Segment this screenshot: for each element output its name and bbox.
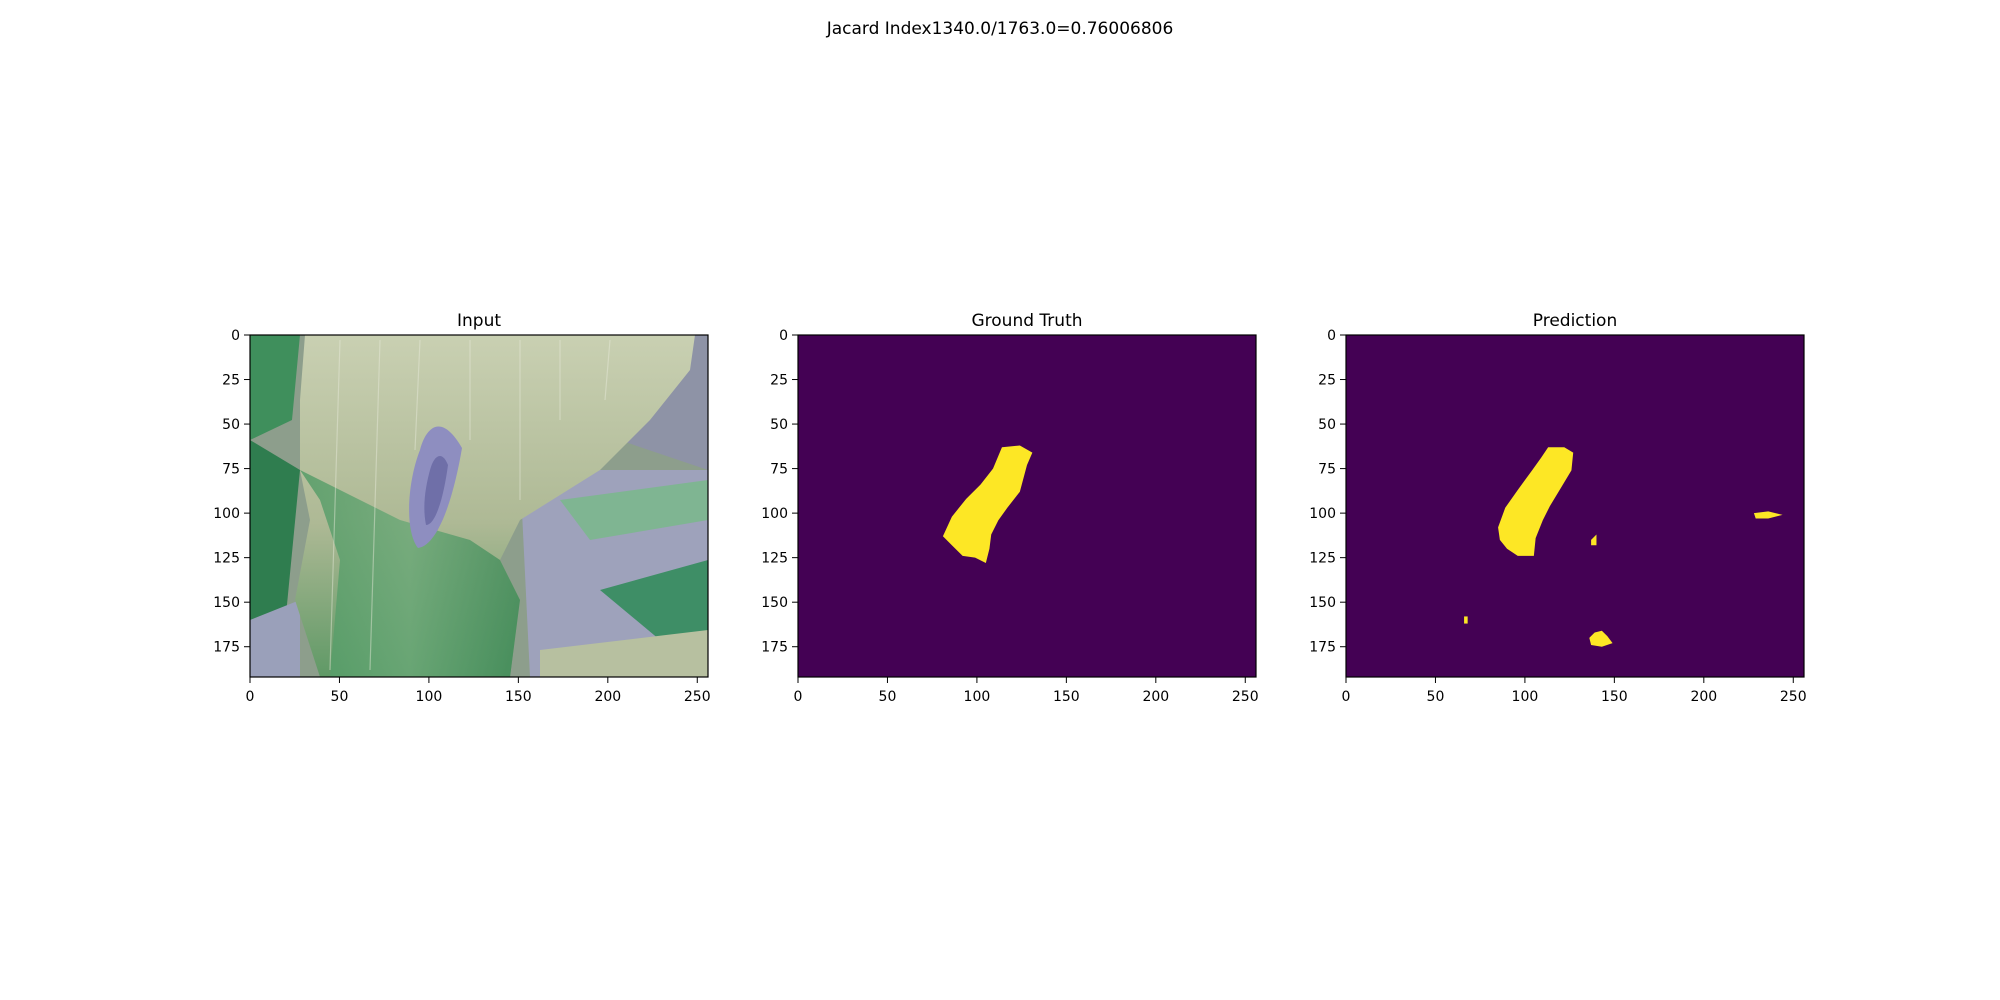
- y-tick-label: 150: [761, 595, 788, 611]
- y-tick-label: 100: [761, 506, 788, 522]
- input-axis-ticks: 0 50 100 150 200 250 0 25 50 75 100 125 150 175: [213, 328, 710, 705]
- y-tick-label: 75: [1318, 462, 1336, 478]
- y-tick-label: 125: [1309, 551, 1336, 567]
- prediction-axis-ticks: 0 50 100 150 200 250 0 25 50 75 100 125 150 175: [1309, 328, 1806, 705]
- y-tick-label: 50: [1318, 417, 1336, 433]
- y-tick-label: 0: [779, 328, 788, 344]
- mask-region-3: [1464, 616, 1468, 624]
- mask-region-1: [1591, 534, 1597, 546]
- mask-region-0: [1498, 447, 1574, 556]
- input-image: [250, 335, 708, 677]
- x-tick-label: 50: [1427, 689, 1445, 705]
- x-tick-label: 0: [246, 689, 255, 705]
- mask-region-2: [1753, 511, 1783, 519]
- panel-prediction: Prediction 0 50 100 150 200 250 0 25 50 75 100 125 1…: [1309, 311, 1806, 705]
- y-tick-label: 100: [1309, 506, 1336, 522]
- panel-input: Input 0 50 100 150 200 250 0 25 50 75 100 125 150 175: [213, 311, 710, 705]
- mask-background: [1346, 335, 1804, 677]
- x-tick-label: 150: [1601, 689, 1628, 705]
- y-tick-label: 0: [231, 328, 240, 344]
- panel-title: Ground Truth: [971, 311, 1082, 331]
- y-tick-label: 25: [1318, 373, 1336, 389]
- panel-ground-truth: Ground Truth 0 50 100 150 200 250 0 25 50 75 100 12…: [761, 311, 1258, 705]
- panel-title: Input: [457, 311, 501, 331]
- x-tick-label: 200: [1690, 689, 1717, 705]
- y-tick-label: 25: [770, 373, 788, 389]
- panel-title: Prediction: [1533, 311, 1617, 331]
- y-tick-label: 50: [770, 417, 788, 433]
- figure-suptitle: Jacard Index1340.0/1763.0=0.76006806: [826, 19, 1174, 39]
- y-tick-label: 50: [222, 417, 240, 433]
- y-tick-label: 150: [1309, 595, 1336, 611]
- y-tick-label: 175: [213, 640, 240, 656]
- y-tick-label: 25: [222, 373, 240, 389]
- x-tick-label: 100: [1512, 689, 1539, 705]
- mask-region-0: [942, 445, 1033, 563]
- ground-truth-axis-ticks: 0 50 100 150 200 250 0 25 50 75 100 125 150 175: [761, 328, 1258, 705]
- y-tick-label: 75: [222, 462, 240, 478]
- x-tick-label: 100: [416, 689, 443, 705]
- x-tick-label: 200: [594, 689, 621, 705]
- mask-regions: [1464, 447, 1783, 647]
- x-tick-label: 50: [331, 689, 349, 705]
- y-tick-label: 0: [1327, 328, 1336, 344]
- x-tick-label: 200: [1142, 689, 1169, 705]
- x-tick-label: 0: [794, 689, 803, 705]
- y-tick-label: 100: [213, 506, 240, 522]
- x-tick-label: 250: [684, 689, 711, 705]
- mask-background: [798, 335, 1256, 677]
- x-tick-label: 50: [879, 689, 897, 705]
- x-tick-label: 250: [1780, 689, 1807, 705]
- y-tick-label: 175: [1309, 640, 1336, 656]
- y-tick-label: 125: [213, 551, 240, 567]
- y-tick-label: 175: [761, 640, 788, 656]
- y-tick-label: 150: [213, 595, 240, 611]
- x-tick-label: 100: [964, 689, 991, 705]
- x-tick-label: 250: [1232, 689, 1259, 705]
- mask-region-4: [1589, 630, 1613, 647]
- x-tick-label: 150: [1053, 689, 1080, 705]
- y-tick-label: 75: [770, 462, 788, 478]
- mask-regions: [942, 445, 1033, 563]
- y-tick-label: 125: [761, 551, 788, 567]
- x-tick-label: 0: [1342, 689, 1351, 705]
- x-tick-label: 150: [505, 689, 532, 705]
